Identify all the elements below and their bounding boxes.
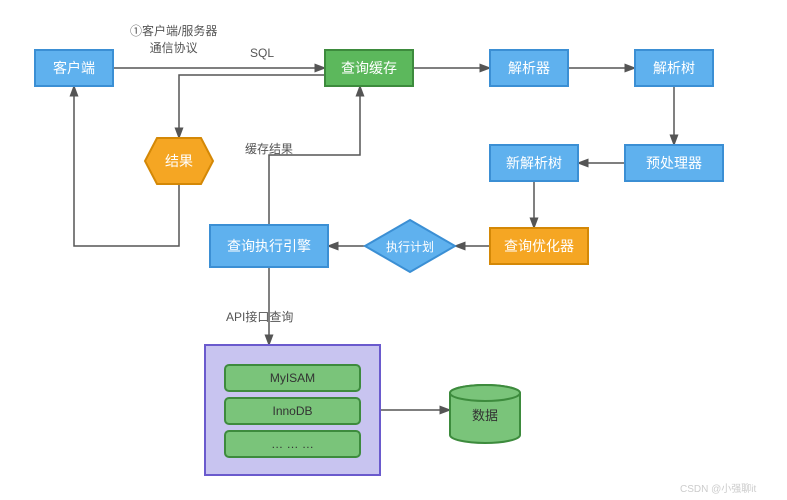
node-label-parsetree: 解析树: [635, 50, 713, 86]
node-label-data: 数据: [450, 385, 520, 443]
node-label-eng1: MyISAM: [225, 365, 360, 391]
node-label-cache: 查询缓存: [325, 50, 413, 86]
node-label-parser: 解析器: [490, 50, 568, 86]
node-label-eng3: … … …: [225, 431, 360, 457]
watermark: CSDN @小强聊it: [680, 480, 756, 495]
node-label-plan: 执行计划: [365, 220, 455, 272]
node-label-preproc: 预处理器: [625, 145, 723, 181]
edge-label-0: ①客户端/服务器 通信协议: [130, 22, 217, 56]
node-label-eng2: InnoDB: [225, 398, 360, 424]
edge-label-1: SQL: [250, 46, 274, 60]
node-label-optimizer: 查询优化器: [490, 228, 588, 264]
node-label-client: 客户端: [35, 50, 113, 86]
node-label-result: 结果: [145, 138, 213, 184]
edge-label-3: API接口查询: [226, 308, 293, 325]
edge-label-2: 缓存结果: [245, 140, 293, 157]
node-label-newtree: 新解析树: [490, 145, 578, 181]
node-label-exec: 查询执行引擎: [210, 225, 328, 267]
